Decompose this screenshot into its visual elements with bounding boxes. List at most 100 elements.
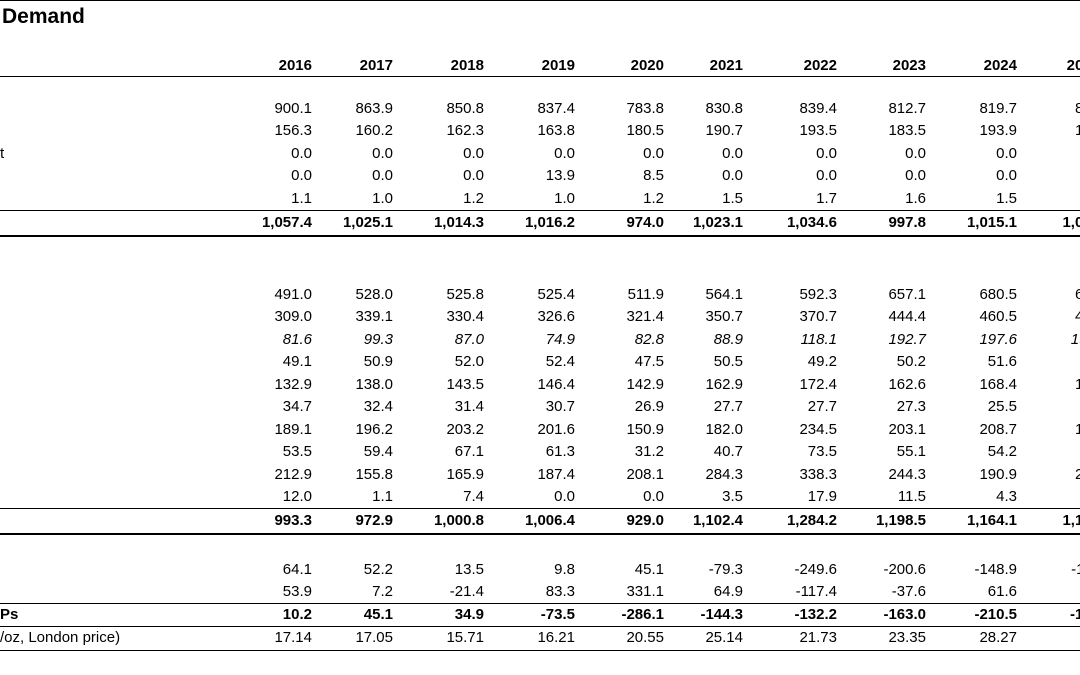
table-cell: 190.9 xyxy=(979,466,1017,483)
table-cell: 511.9 xyxy=(627,286,664,303)
table-rule xyxy=(0,533,1080,535)
table-cell: 197.6 xyxy=(979,331,1017,348)
table-rule xyxy=(0,650,1080,651)
table-cell: 2019 xyxy=(541,57,575,74)
table-cell: 27.7 xyxy=(713,398,743,415)
table-cell: 444.4 xyxy=(888,308,926,325)
table-cell: 1,057.4 xyxy=(261,214,312,231)
table-row: 309.0 339.1 330.4 326.6 321.4 350.7 370.7 444.4… xyxy=(0,306,1080,328)
table-cell: 2023 xyxy=(892,57,926,74)
table-cell: 1,025.1 xyxy=(342,214,393,231)
table-row: t0.00.00.00.00.00.00.00.00.00 xyxy=(0,143,1080,165)
table-cell: 160.2 xyxy=(355,122,393,139)
table-cell: 172.4 xyxy=(799,376,837,393)
table-cell: 1,014.3 xyxy=(433,214,484,231)
table-cell: 132.9 xyxy=(274,376,312,393)
table-cell: 1,030 xyxy=(1062,214,1080,231)
table-cell: 850.8 xyxy=(446,100,484,117)
table-cell: 88.9 xyxy=(713,331,743,348)
table-cell: 1.2 xyxy=(463,190,484,207)
table-cell: 67.1 xyxy=(454,443,484,460)
row-label: /oz, London price) xyxy=(0,629,121,646)
table-cell: 45.1 xyxy=(634,561,664,578)
table-cell: 156.3 xyxy=(274,122,312,139)
table-cell: 31.4 xyxy=(454,398,484,415)
table-cell: 3.5 xyxy=(722,488,743,505)
table-cell: -21.4 xyxy=(449,583,484,600)
table-cell: 0.0 xyxy=(291,145,312,162)
table-cell: 183.5 xyxy=(888,122,926,139)
table-cell: 25.5 xyxy=(987,398,1017,415)
table-row: 81.6 99.3 87.0 74.9 82.8 88.9 118.1 192.7 197.6 1… xyxy=(0,329,1080,351)
table-cell: 0.0 xyxy=(996,145,1017,162)
table-cell: 23.35 xyxy=(888,629,926,646)
table-cell: 1,023.1 xyxy=(692,214,743,231)
table-cell: -117.4 xyxy=(795,583,837,600)
table-row: 132.9 138.0 143.5 146.4 142.9 162.9 172.4 162.6… xyxy=(0,374,1080,396)
table-cell: 150.9 xyxy=(626,421,664,438)
table-cell: 25.14 xyxy=(705,629,743,646)
table-cell: 1,102.4 xyxy=(692,512,743,529)
table-cell: 0.0 xyxy=(816,145,837,162)
table-cell: 162.6 xyxy=(888,376,926,393)
table-cell: 900.1 xyxy=(274,100,312,117)
table-cell: -187 xyxy=(1069,606,1080,623)
table-row: 900.1 863.9 850.8 837.4 783.8 830.8 839.4 812.7… xyxy=(0,98,1080,120)
table-row: 1,057.4 1,025.1 1,014.3 1,016.2 974.0 1,023.1… xyxy=(0,212,1080,234)
table-cell: 0.0 xyxy=(996,167,1017,184)
table-cell: 1,006.4 xyxy=(524,512,575,529)
table-cell: 284.3 xyxy=(705,466,743,483)
table-cell: 0.0 xyxy=(291,167,312,184)
table-row: 491.0 528.0 525.8 525.4 511.9 564.1 592.3 657.1… xyxy=(0,284,1080,306)
table-cell: 2017 xyxy=(359,57,393,74)
table-cell: 460.5 xyxy=(979,308,1017,325)
table-cell: 28.27 xyxy=(979,629,1017,646)
table-cell: 1,016.2 xyxy=(524,214,575,231)
table-cell: 138.0 xyxy=(355,376,393,393)
table-cell: 27.7 xyxy=(807,398,837,415)
table-cell: 974.0 xyxy=(626,214,664,231)
table-cell: 82.8 xyxy=(634,331,664,348)
table-cell: 2020 xyxy=(630,57,664,74)
table-cell: -79.3 xyxy=(708,561,743,578)
table-cell: 73.5 xyxy=(807,443,837,460)
page-title: Demand xyxy=(2,5,85,28)
table-cell: 1,164.1 xyxy=(966,512,1017,529)
table-cell: 972.9 xyxy=(355,512,393,529)
table-cell: 2021 xyxy=(709,57,743,74)
table-cell: 118.1 xyxy=(800,331,837,348)
table-cell: 1.6 xyxy=(905,190,926,207)
table-row: 49.150.952.052.447.550.549.250.251.652 xyxy=(0,351,1080,373)
table-cell: 47.5 xyxy=(634,353,664,370)
table-cell: 208.7 xyxy=(979,421,1017,438)
table-cell: 32.4 xyxy=(363,398,393,415)
table-cell: -117 xyxy=(1071,561,1080,578)
row-label: t xyxy=(0,145,5,162)
table-row: 12.01.17.40.00.03.517.911.54.30 xyxy=(0,486,1080,508)
table-cell: -163.0 xyxy=(883,606,926,623)
table-cell: 0.0 xyxy=(643,488,664,505)
table-cell: 244.3 xyxy=(888,466,926,483)
table-cell: 158 xyxy=(1074,376,1080,393)
table-cell: 0.0 xyxy=(905,145,926,162)
table-cell: 162.3 xyxy=(446,122,484,139)
table-cell: 321.4 xyxy=(626,308,664,325)
table-cell: 592.3 xyxy=(799,286,837,303)
table-cell: 187.4 xyxy=(537,466,575,483)
table-cell: 17.14 xyxy=(274,629,312,646)
table-cell: 837.4 xyxy=(537,100,575,117)
table-cell: 491.0 xyxy=(274,286,312,303)
table-cell: 830.8 xyxy=(705,100,743,117)
table-rule xyxy=(0,235,1080,237)
table-cell: 309.0 xyxy=(274,308,312,325)
table-cell: -200.6 xyxy=(883,561,926,578)
table-cell: 326.6 xyxy=(537,308,575,325)
table-cell: 20.55 xyxy=(626,629,664,646)
table-cell: 15.71 xyxy=(446,629,484,646)
table-cell: 54.2 xyxy=(987,443,1017,460)
table-cell: 168.4 xyxy=(979,376,1017,393)
row-label: Ps xyxy=(0,606,19,623)
table-cell: 819.7 xyxy=(979,100,1017,117)
table-cell: 53.9 xyxy=(282,583,312,600)
table-cell: 680.5 xyxy=(979,286,1017,303)
